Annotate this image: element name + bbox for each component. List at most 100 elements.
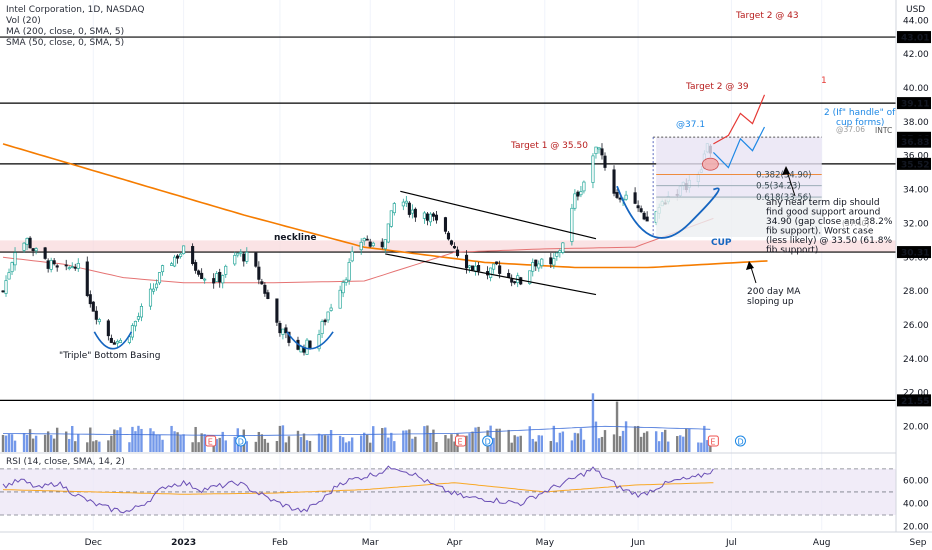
volume-bar bbox=[4, 435, 8, 452]
volume-bar bbox=[498, 428, 501, 452]
volume-bar bbox=[682, 436, 685, 452]
candle bbox=[389, 210, 393, 227]
price-tick-9: 38.00 bbox=[903, 118, 929, 128]
volume-bar bbox=[341, 437, 345, 452]
price-badge-label-5: 30.31 bbox=[901, 249, 929, 259]
faded-label-1: @37.06 bbox=[836, 125, 865, 134]
candle bbox=[413, 208, 417, 218]
candle bbox=[76, 263, 80, 269]
basing-label: "Triple" Bottom Basing bbox=[59, 351, 160, 361]
candle bbox=[160, 265, 165, 273]
candle bbox=[34, 248, 38, 252]
volume-bar bbox=[435, 441, 438, 452]
indicator-ma200: MA (200, close, 0, SMA, 5) bbox=[6, 27, 124, 37]
ma-note-line-0: 200 day MA bbox=[747, 287, 801, 297]
candle bbox=[576, 191, 580, 197]
candle bbox=[221, 275, 225, 284]
volume-bar bbox=[197, 442, 200, 452]
dip-note-line-3: fib support). Worst case bbox=[766, 227, 874, 237]
candle bbox=[642, 212, 646, 220]
volume-bar bbox=[296, 430, 300, 452]
candle bbox=[157, 272, 162, 284]
volume-bar bbox=[528, 426, 531, 452]
volume-bar bbox=[161, 439, 164, 452]
dividend-marker-0 bbox=[235, 435, 247, 447]
fib-label-1: 0.5(34.23) bbox=[756, 182, 800, 192]
candle bbox=[570, 207, 574, 242]
candle bbox=[254, 252, 258, 267]
volume-bar bbox=[221, 431, 224, 452]
rsi-tick-0: 20.00 bbox=[903, 523, 929, 533]
volume-bar bbox=[447, 438, 450, 452]
volume-bar bbox=[576, 433, 580, 452]
volume-bar bbox=[597, 438, 601, 452]
dip-note-line-4: (less likely) @ 33.50 (61.8% bbox=[766, 236, 892, 246]
candle bbox=[540, 258, 544, 266]
volume-bar bbox=[176, 432, 179, 452]
candle bbox=[182, 245, 186, 255]
earnings-marker-2 bbox=[707, 435, 719, 447]
candle bbox=[191, 246, 195, 265]
volume-bar bbox=[308, 440, 312, 452]
volume-bar bbox=[55, 427, 59, 452]
volume-bar bbox=[411, 438, 414, 452]
rsi-tick-2: 60.00 bbox=[903, 476, 929, 486]
candle bbox=[338, 289, 342, 309]
volume-bar bbox=[402, 430, 405, 452]
price-tick-4: 28.00 bbox=[903, 287, 929, 297]
rsi-tick-1: 40.00 bbox=[903, 499, 929, 509]
price-badge-label-4: 35.52 bbox=[901, 160, 929, 170]
volume-bar bbox=[13, 440, 17, 452]
candle bbox=[139, 306, 144, 318]
earnings-glyph-0: E bbox=[208, 438, 213, 447]
candle bbox=[455, 249, 460, 257]
candle bbox=[383, 239, 387, 250]
candle bbox=[468, 265, 472, 268]
time-tick-1: 2023 bbox=[171, 538, 196, 548]
candle bbox=[555, 252, 559, 257]
candle bbox=[446, 232, 451, 240]
volume-bar bbox=[134, 431, 137, 452]
candle bbox=[260, 281, 264, 285]
indicator-sma50: SMA (50, close, 0, SMA, 5) bbox=[6, 38, 124, 48]
volume-bar bbox=[149, 428, 152, 452]
volume-bar bbox=[621, 430, 625, 452]
volume-bar bbox=[152, 431, 155, 452]
candle bbox=[380, 241, 384, 248]
candle bbox=[46, 260, 50, 269]
candle bbox=[224, 265, 228, 275]
candle bbox=[492, 263, 496, 270]
candle bbox=[109, 337, 113, 343]
candle bbox=[91, 301, 95, 312]
candle bbox=[215, 273, 219, 282]
candle bbox=[88, 294, 92, 305]
candle bbox=[624, 194, 628, 200]
candle bbox=[359, 241, 363, 251]
volume-bar bbox=[582, 439, 586, 452]
candle bbox=[281, 328, 285, 335]
candle bbox=[64, 264, 68, 267]
volume-bar bbox=[393, 441, 396, 452]
candle bbox=[275, 298, 279, 323]
volume-bar bbox=[245, 441, 249, 452]
volume-bar bbox=[218, 437, 221, 452]
candle bbox=[636, 205, 640, 209]
time-tick-2: Feb bbox=[272, 538, 288, 548]
candle bbox=[591, 155, 595, 183]
rsi-title: RSI (14, close, SMA, 14, 2) bbox=[6, 457, 125, 467]
volume-bar bbox=[89, 427, 92, 452]
volume-bar bbox=[98, 441, 101, 452]
candle bbox=[401, 201, 405, 207]
time-tick-3: Mar bbox=[362, 538, 379, 548]
candle bbox=[552, 258, 556, 266]
time-tick-9: Sep bbox=[910, 538, 927, 548]
volume-bar bbox=[408, 429, 411, 452]
candle bbox=[154, 283, 159, 289]
candle bbox=[428, 213, 432, 223]
volume-bar bbox=[1, 434, 5, 452]
price-tick-1: 22.00 bbox=[903, 389, 929, 399]
volume-bar bbox=[194, 426, 197, 452]
candle bbox=[561, 242, 565, 253]
candle bbox=[10, 262, 14, 273]
volume-bar bbox=[263, 438, 267, 452]
